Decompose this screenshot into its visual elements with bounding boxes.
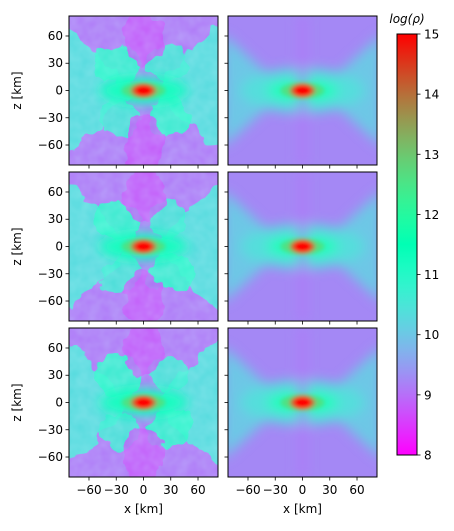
density-panel-r2-c2 — [228, 172, 377, 321]
colorbar-tick-label: 13 — [424, 148, 439, 162]
x-tick-label: −60 — [76, 483, 101, 497]
neutron-star-core — [134, 396, 153, 409]
neutron-star-core — [293, 240, 312, 253]
y-tick-label: −60 — [38, 450, 63, 464]
neutron-star-core — [134, 84, 153, 97]
y-tick-label: 60 — [48, 29, 63, 43]
neutron-star-core — [293, 84, 312, 97]
colorbar-tick-label: 9 — [424, 388, 432, 402]
density-panel-r2-c1 — [69, 172, 218, 321]
y-axis-label: z [km] — [10, 227, 24, 265]
y-tick-label: −60 — [38, 138, 63, 152]
y-tick-label: −60 — [38, 294, 63, 308]
colorbar-tick-label: 12 — [424, 208, 439, 222]
y-tick-label: 30 — [48, 368, 63, 382]
y-tick-label: 0 — [55, 240, 63, 254]
x-tick-label: 30 — [322, 483, 337, 497]
y-tick-label: −30 — [38, 423, 63, 437]
neutron-star-core — [293, 396, 312, 409]
y-tick-label: 0 — [55, 396, 63, 410]
density-panel-r3-c1 — [69, 328, 218, 477]
density-panel-r1-c2 — [228, 16, 377, 165]
y-axes-group: 60 30 0 −30 −60 z [km] 60 30 0 −30 −60 z [km] 60 30 0 −… — [10, 29, 228, 464]
colorbar-tick-label: 10 — [424, 328, 439, 342]
y-axis-label: z [km] — [10, 383, 24, 421]
density-panel-r3-c2 — [228, 328, 377, 477]
y-tick-label: 30 — [48, 212, 63, 226]
x-tick-label: 0 — [299, 483, 307, 497]
colorbar-frame — [396, 33, 418, 456]
x-tick-label: −30 — [263, 483, 288, 497]
y-tick-label: 60 — [48, 185, 63, 199]
neutron-star-core — [134, 240, 153, 253]
density-panel-r1-c1 — [69, 16, 218, 165]
colorbar-tick-label: 11 — [424, 268, 439, 282]
y-tick-label: 30 — [48, 56, 63, 70]
y-tick-label: 0 — [55, 84, 63, 98]
y-tick-label: −30 — [38, 111, 63, 125]
x-tick-label: 30 — [163, 483, 178, 497]
x-tick-label: −30 — [104, 483, 129, 497]
x-axis-label: x [km] — [283, 502, 322, 516]
y-axis-label: z [km] — [10, 71, 24, 109]
x-axes-group: −60 −30 0 30 60x [km]−60 −30 0 30 60x [km] — [76, 165, 365, 516]
y-tick-label: 60 — [48, 341, 63, 355]
colorbar-tick-label: 15 — [424, 28, 439, 42]
colorbar-tick-label: 8 — [424, 449, 432, 463]
x-tick-label: −60 — [235, 483, 260, 497]
panels-group — [68, 15, 378, 478]
colorbar-gradient — [397, 34, 417, 455]
y-tick-label: −30 — [38, 267, 63, 281]
colorbar-label: log(ρ) — [389, 12, 424, 26]
x-tick-label: 60 — [190, 483, 205, 497]
x-tick-label: 0 — [140, 483, 148, 497]
colorbar-tick-label: 14 — [424, 88, 439, 102]
x-tick-label: 60 — [349, 483, 364, 497]
x-axis-label: x [km] — [124, 502, 163, 516]
